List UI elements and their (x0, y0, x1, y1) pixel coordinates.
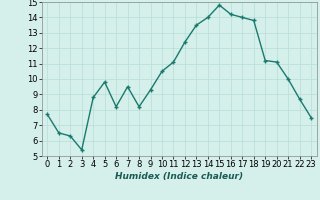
X-axis label: Humidex (Indice chaleur): Humidex (Indice chaleur) (115, 172, 243, 181)
